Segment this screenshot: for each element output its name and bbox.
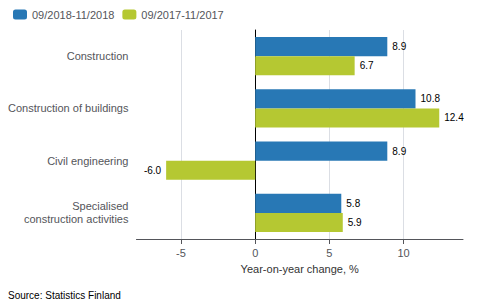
svg-text:12.4: 12.4 xyxy=(444,112,464,123)
svg-text:Source: Statistics Finland: Source: Statistics Finland xyxy=(8,290,121,301)
svg-text:construction activities: construction activities xyxy=(24,213,129,225)
svg-text:0: 0 xyxy=(252,247,258,259)
svg-text:Specialised: Specialised xyxy=(72,200,128,212)
svg-text:10.8: 10.8 xyxy=(421,93,441,104)
svg-text:Civil engineering: Civil engineering xyxy=(47,155,128,167)
svg-text:Construction of buildings: Construction of buildings xyxy=(8,102,129,114)
svg-text:-6.0: -6.0 xyxy=(144,165,162,176)
svg-text:09/2017-11/2017: 09/2017-11/2017 xyxy=(141,9,223,21)
svg-text:5.9: 5.9 xyxy=(348,217,362,228)
svg-text:8.9: 8.9 xyxy=(392,146,406,157)
svg-text:09/2018-11/2018: 09/2018-11/2018 xyxy=(32,9,114,21)
svg-text:Year-on-year change, %: Year-on-year change, % xyxy=(241,263,359,275)
svg-text:5: 5 xyxy=(326,247,332,259)
svg-text:Construction: Construction xyxy=(67,50,129,62)
svg-text:8.9: 8.9 xyxy=(392,41,406,52)
svg-text:6.7: 6.7 xyxy=(360,60,374,71)
svg-text:5.8: 5.8 xyxy=(346,198,360,209)
svg-text:-5: -5 xyxy=(176,247,186,259)
svg-text:10: 10 xyxy=(398,247,410,259)
